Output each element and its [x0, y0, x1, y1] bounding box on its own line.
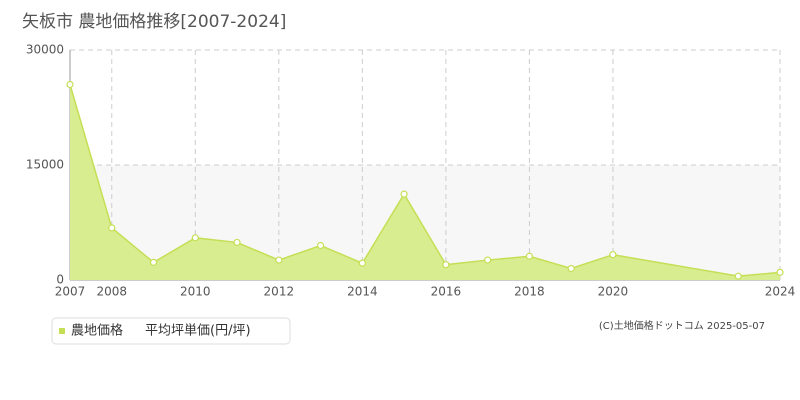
point — [191, 234, 199, 242]
chart-title: 矢板市 農地価格推移[2007-2024] — [22, 12, 286, 32]
point — [776, 268, 784, 276]
point — [609, 251, 617, 259]
x-tick-label: 2016 — [431, 285, 462, 299]
area — [70, 84, 780, 280]
point — [525, 252, 534, 260]
point — [233, 238, 241, 247]
legend-swatch — [59, 328, 65, 334]
point — [316, 241, 325, 250]
point — [734, 272, 742, 280]
x-tick-label: 2014 — [347, 285, 378, 299]
x-tick-label: 2020 — [598, 285, 629, 299]
legend-box — [51, 317, 291, 345]
point — [149, 258, 158, 266]
x-tick-label: 2007 — [55, 285, 86, 299]
point — [484, 256, 492, 264]
legend-label: 農地価格 — [71, 323, 123, 339]
point — [66, 80, 74, 89]
legend: 農地価格 平均坪単価(円/坪) — [51, 317, 291, 345]
point — [400, 190, 408, 198]
x-tick-label: 2010 — [180, 285, 211, 299]
line — [69, 84, 781, 277]
x-tick-label: 2008 — [96, 285, 127, 299]
y-tick-label: 30000 — [26, 43, 64, 57]
y-tick-label: 15000 — [26, 158, 64, 172]
point — [275, 256, 283, 264]
x-tick-label: 2018 — [514, 285, 545, 299]
point — [442, 261, 450, 269]
x-tick-label: 2012 — [264, 285, 295, 299]
point — [567, 264, 575, 273]
point — [108, 224, 116, 232]
x-tick-label: 2024 — [765, 285, 796, 299]
y-tick-label: 0 — [56, 273, 64, 287]
credit: (C)土地価格ドットコム 2025-05-07 — [599, 319, 765, 332]
legend-label: 平均坪単価(円/坪) — [145, 323, 251, 339]
point — [358, 259, 366, 267]
